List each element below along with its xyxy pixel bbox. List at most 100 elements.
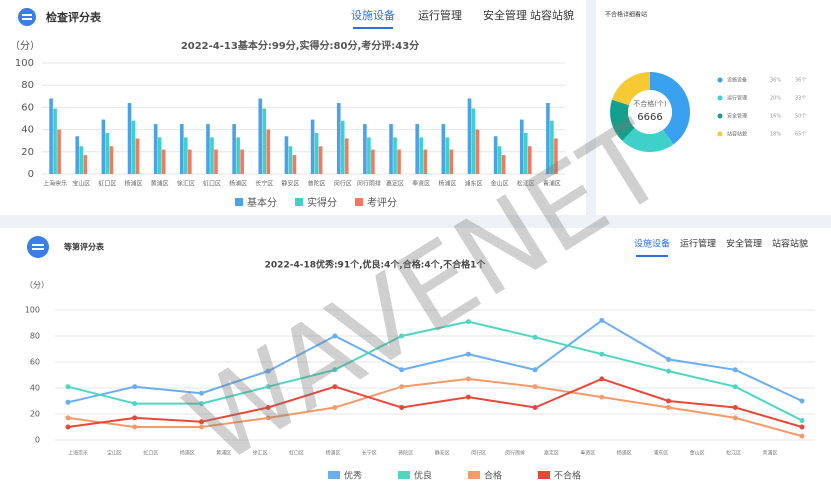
bar	[523, 132, 528, 174]
x-tick-label: 金山区	[690, 450, 705, 457]
point	[465, 376, 471, 382]
bar	[188, 149, 192, 174]
point	[132, 415, 138, 421]
point	[198, 401, 204, 407]
point	[532, 334, 538, 340]
legend-value: 36%	[770, 78, 781, 84]
point	[799, 418, 805, 423]
bar	[449, 149, 454, 174]
x-tick-label: 浦东区	[653, 450, 668, 457]
bar	[232, 124, 236, 174]
x-tick-label: 杨浦区	[438, 180, 456, 188]
x-tick-label: 杨浦区	[125, 180, 143, 188]
legend-label: 不合格	[554, 470, 581, 482]
bar	[206, 124, 210, 174]
point	[799, 424, 805, 430]
legend-value: 20%	[770, 96, 781, 102]
legend-swatch	[717, 95, 723, 101]
tab[interactable]: 运行管理	[680, 238, 716, 250]
bar	[262, 108, 267, 174]
point	[332, 367, 338, 373]
tab[interactable]: 安全管理	[483, 8, 527, 22]
line	[67, 377, 803, 438]
panel-title: 等第评分表	[63, 242, 105, 252]
y-tick-label: 100	[15, 58, 34, 69]
bar	[497, 146, 502, 174]
bar	[519, 119, 524, 174]
legend-label: 实得分	[307, 196, 337, 209]
tab[interactable]: 设施设备	[634, 238, 670, 250]
bar	[101, 119, 106, 174]
x-tick-label: 虹口区	[203, 180, 221, 188]
bar	[467, 98, 472, 174]
point	[132, 424, 138, 430]
bar	[153, 124, 158, 174]
tab[interactable]: 安全管理	[726, 238, 762, 250]
tab[interactable]: 站容站貌	[530, 8, 574, 22]
x-tick-label: 杨浦区	[617, 450, 632, 457]
bar	[236, 137, 240, 174]
icon	[27, 236, 49, 258]
legend-label: 考评分	[367, 197, 397, 209]
legend-swatch	[717, 113, 723, 119]
center-value: 6666	[637, 112, 662, 123]
legend-value: 18%	[770, 132, 781, 138]
legend-count: 50个	[795, 114, 806, 120]
bar	[240, 149, 244, 174]
point	[132, 384, 138, 390]
point	[732, 415, 738, 421]
legend-label: 站容站貌	[727, 131, 747, 138]
point	[332, 333, 338, 339]
tab[interactable]: 设施设备	[351, 8, 395, 22]
x-tick-label: 静安区	[435, 450, 450, 457]
legend-swatch	[235, 198, 243, 206]
tab[interactable]: 站容站貌	[772, 238, 808, 250]
bar	[288, 146, 293, 174]
x-tick-label: 虹口区	[143, 450, 158, 457]
bar	[292, 155, 297, 174]
x-tick-label: 黄浦区	[216, 450, 231, 457]
legend-count: 65个	[795, 132, 806, 138]
icon	[32, 244, 44, 250]
point	[265, 415, 271, 421]
point	[198, 419, 204, 425]
point	[465, 394, 471, 400]
point	[65, 384, 71, 390]
bar	[109, 146, 114, 174]
y-tick-label: 0	[35, 436, 40, 445]
point	[399, 367, 405, 373]
point	[399, 405, 405, 410]
legend-label: 优秀	[344, 470, 362, 482]
x-tick-label: 嘉定区	[544, 450, 559, 457]
x-tick-label: 普陀区	[398, 450, 413, 457]
axis-label: （分）	[10, 40, 40, 52]
point	[265, 368, 271, 374]
bar	[546, 102, 550, 174]
legend-swatch	[538, 471, 550, 479]
legend-count: 33个	[795, 96, 806, 102]
x-tick-label: 普陀区	[308, 180, 326, 188]
x-tick-label: 徐汇区	[177, 180, 195, 188]
line	[67, 377, 803, 428]
bar	[501, 155, 506, 174]
legend-count: 36个	[795, 78, 806, 84]
chart-title: 2022-4-18优秀:91个,优良:4个,合格:4个,不合格1个	[265, 259, 487, 271]
point	[599, 317, 605, 323]
legend-label: 合格	[484, 470, 502, 482]
donut-center	[628, 90, 672, 134]
point	[799, 398, 805, 404]
chart-title: 2022-4-13基本分:99分,实得分:80分,考分评:43分	[181, 39, 419, 52]
bar	[79, 146, 84, 174]
donut-segment	[610, 99, 635, 141]
legend-label: 基本分	[247, 196, 277, 209]
y-tick-label: 20	[30, 410, 40, 419]
point	[599, 351, 605, 357]
x-tick-label: 浦东区	[464, 180, 482, 188]
bar	[57, 129, 61, 174]
donut-segment	[622, 127, 674, 152]
legend-swatch	[328, 471, 340, 479]
tab[interactable]: 运行管理	[418, 8, 462, 22]
point	[332, 405, 338, 410]
x-tick-label: 宝山区	[72, 180, 90, 188]
